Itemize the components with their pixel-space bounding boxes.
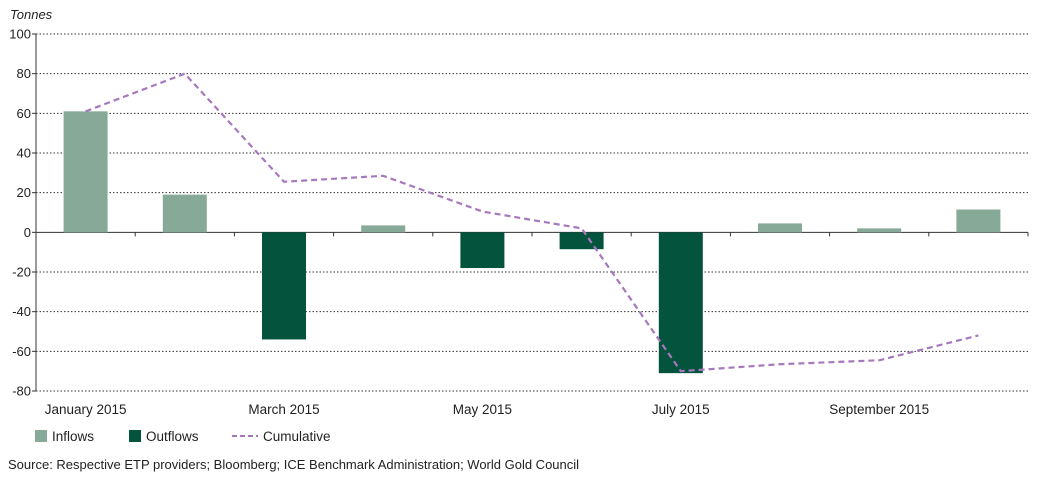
bars: [63, 111, 1001, 374]
x-tick-label: March 2015: [248, 402, 319, 417]
y-tick-label: 40: [17, 146, 31, 161]
bar-outflows: [559, 232, 604, 250]
x-tick-label: January 2015: [45, 402, 127, 417]
y-tick-label: -20: [12, 265, 31, 280]
x-tick-label: July 2015: [652, 402, 710, 417]
legend-swatch-inflows: [35, 430, 47, 442]
bar-outflows: [658, 232, 703, 374]
x-tick-label: September 2015: [829, 402, 929, 417]
bar-outflows: [262, 232, 306, 340]
x-axis: January 2015 March 2015 May 2015 July 2015 S…: [35, 231, 1029, 417]
source-note: Source: Respective ETP providers; Bloomb…: [8, 457, 580, 472]
legend-label-outflows: Outflows: [146, 429, 199, 444]
legend-label-inflows: Inflows: [52, 429, 94, 444]
x-tick-label: May 2015: [453, 402, 512, 417]
bar-inflows: [758, 223, 802, 233]
legend: Inflows Outflows Cumulative: [35, 429, 331, 444]
bar-outflows: [460, 232, 505, 269]
bar-inflows: [956, 209, 1001, 233]
cumulative-line-group: [85, 72, 979, 373]
y-tick-label: -60: [12, 344, 31, 359]
bar-inflows: [162, 194, 207, 233]
y-tick-label: 100: [9, 27, 31, 42]
y-tick-label: -40: [12, 304, 31, 319]
y-tick-label: -80: [12, 384, 31, 399]
y-tick-label: 80: [17, 66, 31, 81]
y-axis-ticks: 100 80 60 40 20 0 -20 -40 -60 -80: [9, 27, 37, 399]
y-tick-label: 60: [17, 106, 31, 121]
legend-label-cumulative: Cumulative: [263, 429, 331, 444]
gridlines: [36, 33, 1028, 392]
y-axis-unit-label: Tonnes: [10, 7, 53, 22]
y-tick-label: 0: [24, 225, 31, 240]
bar-inflows: [361, 225, 406, 233]
y-tick-label: 20: [17, 185, 31, 200]
legend-swatch-outflows: [129, 430, 141, 442]
bar-inflows: [857, 228, 902, 233]
cumulative-line: [85, 72, 979, 373]
bar-inflows: [63, 111, 108, 233]
